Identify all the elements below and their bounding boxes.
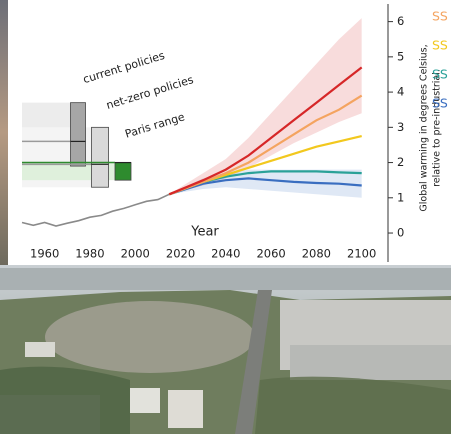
y-tick-label: 2 [397,155,404,169]
x-tick-label: 1980 [75,247,104,261]
y-tick-label: 4 [397,85,404,99]
legend-label: SS [432,67,448,82]
photo-lake [45,301,255,373]
y-tick-label: 5 [397,49,404,63]
photo-horizon [0,268,451,290]
range-box [70,102,86,167]
photo-building [130,388,160,413]
photo-building [168,390,203,428]
legend-label: SS [432,9,448,24]
x-tick-label: 2100 [347,247,376,261]
series-line [168,177,362,196]
x-tick-label: 1960 [30,247,59,261]
photo-trees [255,376,451,434]
series-line [168,66,363,196]
photo-building [25,342,55,357]
y-axis-label: Global warming in degrees Celsius, [419,44,430,211]
x-tick-label: 2060 [256,247,285,261]
series-line [168,94,363,196]
photo-trees [0,366,130,434]
x-axis-label: Year [190,225,219,240]
y-tick-label: 0 [397,226,404,240]
x-tick-label: 2040 [211,247,240,261]
x-tick-label: 2080 [302,247,331,261]
chart: Year Global warming in degrees Celsius, … [8,0,451,265]
photo [0,265,451,434]
range-box [91,126,109,188]
photo-road [235,290,272,434]
legend-label: SS [432,96,448,111]
x-tick-label: 2020 [166,247,195,261]
uncertainty-band [169,18,362,195]
y-tick-label: 6 [397,14,404,28]
photo-warehouses [290,345,451,380]
y-tick-label: 3 [397,120,404,134]
y-tick-label: 1 [397,190,404,204]
y-axis-label: relative to pre-industrial. [432,69,443,187]
photo-strip [0,0,8,265]
series-line [21,193,170,227]
legend-label: SS [432,38,448,53]
range-box [114,162,132,181]
x-tick-label: 2000 [121,247,150,261]
